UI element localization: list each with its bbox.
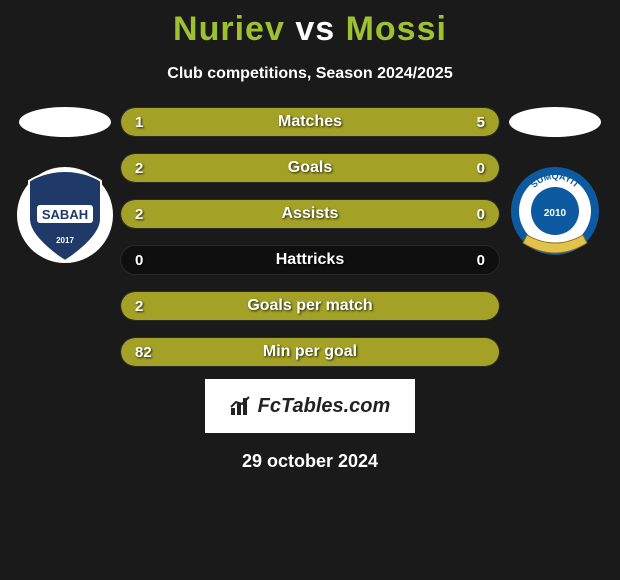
stat-value-right: 0	[477, 200, 485, 228]
stat-value-left: 0	[135, 246, 143, 274]
stat-label: Goals per match	[121, 292, 499, 320]
stat-value-right: 0	[477, 246, 485, 274]
right-flag-icon	[509, 107, 601, 137]
right-side: 2010 SUMQAYIT	[500, 107, 610, 265]
page-title: Nuriev vs Mossi	[0, 0, 620, 49]
stat-label: Min per goal	[121, 338, 499, 366]
stat-bars: Matches15Goals20Assists20Hattricks00Goal…	[120, 107, 500, 367]
stat-label: Matches	[121, 108, 499, 136]
stat-value-right: 5	[477, 108, 485, 136]
stat-bar: Assists2 0	[120, 199, 500, 229]
stat-label: Assists	[121, 200, 499, 228]
right-club-logo: 2010 SUMQAYIT	[505, 165, 605, 265]
source-badge: FcTables.com	[205, 379, 415, 433]
left-side: SABAH 2017	[10, 107, 120, 265]
stat-label: Hattricks	[121, 246, 499, 274]
stat-value-left: 82	[135, 338, 152, 366]
stat-value-left: 1	[135, 108, 143, 136]
stat-bar: Goals per match2	[120, 291, 500, 321]
chart-icon	[230, 396, 252, 416]
title-player1: Nuriev	[173, 10, 285, 48]
title-player2: Mossi	[346, 10, 447, 48]
stat-value-right: 0	[477, 154, 485, 182]
stat-bar: Hattricks0 0	[120, 245, 500, 275]
stat-bar: Min per goal82	[120, 337, 500, 367]
subtitle: Club competitions, Season 2024/2025	[0, 65, 620, 83]
left-club-logo: SABAH 2017	[15, 165, 115, 265]
title-vs: vs	[295, 10, 335, 48]
badge-text: FcTables.com	[258, 395, 391, 418]
stat-value-left: 2	[135, 292, 143, 320]
left-logo-text: SABAH	[42, 207, 88, 222]
content-row: SABAH 2017 Matches15Goals20Assists20Hatt…	[0, 107, 620, 367]
stat-bar: Matches1 5	[120, 107, 500, 137]
stat-value-left: 2	[135, 200, 143, 228]
svg-text:2017: 2017	[56, 236, 74, 245]
date-text: 29 october 2024	[0, 451, 620, 472]
stat-value-left: 2	[135, 154, 143, 182]
left-flag-icon	[19, 107, 111, 137]
stat-bar: Goals2 0	[120, 153, 500, 183]
svg-text:2010: 2010	[544, 208, 567, 219]
stat-label: Goals	[121, 154, 499, 182]
